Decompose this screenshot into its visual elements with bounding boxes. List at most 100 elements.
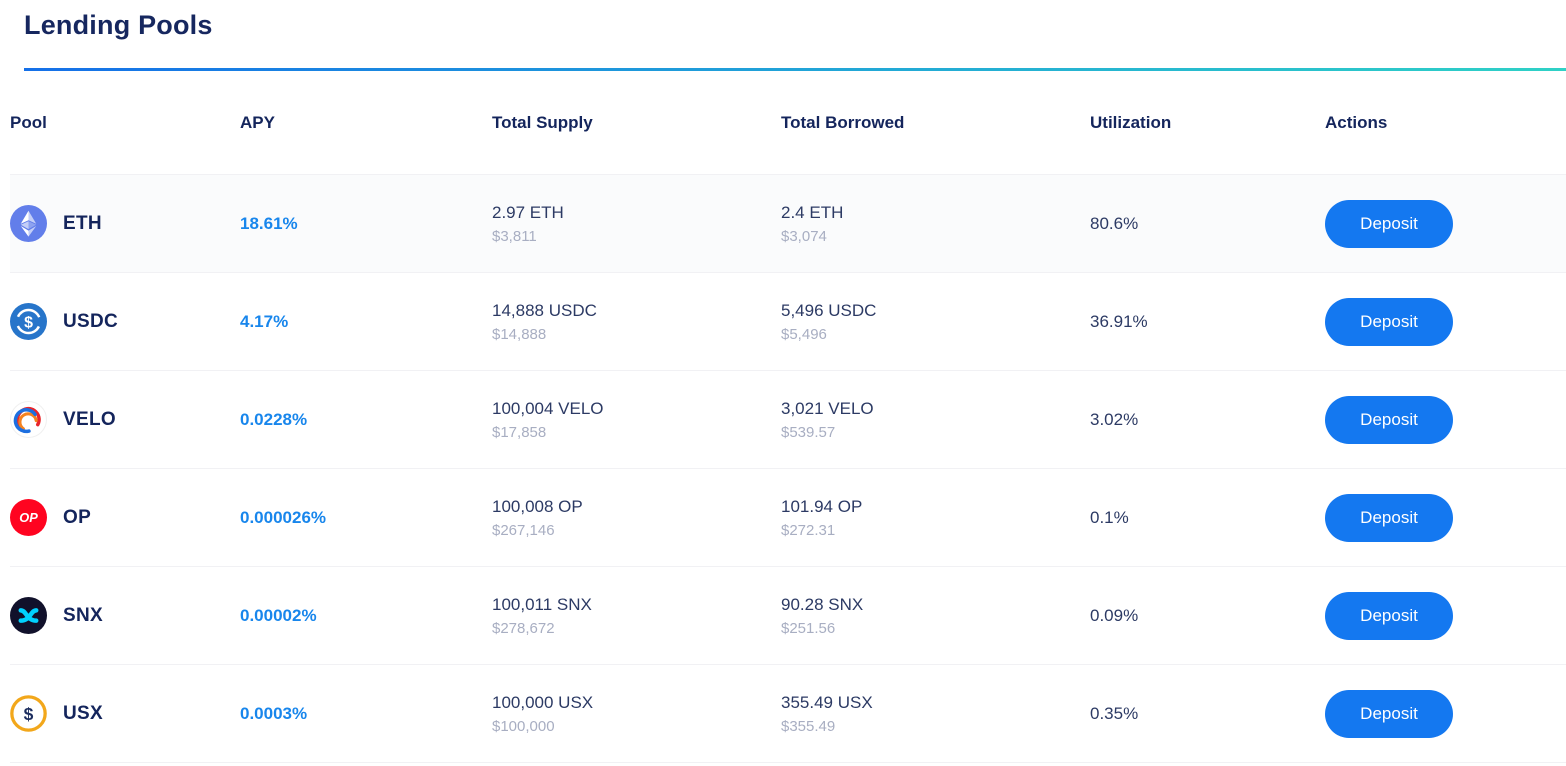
apy-value: 18.61% [240, 213, 298, 233]
borrowed-usd-value: $3,074 [781, 227, 827, 245]
total-supply-cell: 100,000 USX $100,000 [492, 693, 781, 735]
borrowed-usd-value: $539.57 [781, 423, 836, 441]
supply-usd-value: $267,146 [492, 521, 555, 539]
apy-value: 0.0003% [240, 703, 308, 723]
pool-cell: $ USX [10, 695, 240, 732]
utilization-value: 0.09% [1090, 605, 1139, 625]
page-title: Lending Pools [24, 10, 213, 40]
total-borrowed-cell: 2.4 ETH $3,074 [781, 203, 1090, 245]
total-supply-cell: 2.97 ETH $3,811 [492, 203, 781, 245]
total-supply-cell: 100,004 VELO $17,858 [492, 399, 781, 441]
total-supply-cell: 100,008 OP $267,146 [492, 497, 781, 539]
supply-amount: 100,000 USX [492, 692, 594, 712]
table-body: ETH 18.61% 2.97 ETH $3,811 2.4 ETH $3,07… [10, 175, 1566, 763]
asset-ticker: SNX [63, 604, 103, 626]
actions-cell: Deposit [1325, 591, 1566, 640]
supply-amount: 14,888 USDC [492, 300, 597, 320]
utilization-value: 0.1% [1090, 507, 1129, 527]
supply-amount: 100,011 SNX [492, 594, 592, 614]
header-gradient-divider [24, 68, 1566, 71]
borrowed-usd-value: $272.31 [781, 521, 836, 539]
utilization-value: 36.91% [1090, 311, 1148, 331]
pool-cell: SNX [10, 597, 240, 634]
op-icon: OP [10, 499, 47, 536]
borrowed-amount: 90.28 SNX [781, 594, 864, 614]
supply-usd-value: $100,000 [492, 717, 555, 735]
borrowed-usd-value: $355.49 [781, 717, 836, 735]
eth-icon [10, 205, 47, 242]
total-supply-cell: 14,888 USDC $14,888 [492, 301, 781, 343]
table-row: $ USDC 4.17% 14,888 USDC $14,888 5,496 U… [10, 273, 1566, 371]
supply-amount: 2.97 ETH [492, 202, 564, 222]
supply-amount: 100,008 OP [492, 496, 583, 516]
deposit-button[interactable]: Deposit [1325, 591, 1453, 640]
pool-cell: ETH [10, 205, 240, 242]
lending-pools-table: Pool APY Total Supply Total Borrowed Uti… [0, 71, 1566, 763]
column-header-total-borrowed: Total Borrowed [781, 112, 905, 132]
supply-usd-value: $278,672 [492, 619, 555, 637]
page-header: Lending Pools [0, 0, 1566, 41]
borrowed-amount: 3,021 VELO [781, 398, 874, 418]
total-borrowed-cell: 355.49 USX $355.49 [781, 693, 1090, 735]
usx-icon: $ [10, 695, 47, 732]
total-supply-cell: 100,011 SNX $278,672 [492, 595, 781, 637]
column-header-actions: Actions [1325, 112, 1388, 132]
borrowed-amount: 355.49 USX [781, 692, 873, 712]
column-header-apy: APY [240, 112, 275, 132]
svg-text:$: $ [24, 704, 34, 724]
table-row: SNX 0.00002% 100,011 SNX $278,672 90.28 … [10, 567, 1566, 665]
apy-value: 4.17% [240, 311, 289, 331]
supply-usd-value: $14,888 [492, 325, 547, 343]
asset-ticker: USX [63, 702, 103, 724]
pool-cell: OP OP [10, 499, 240, 536]
actions-cell: Deposit [1325, 297, 1566, 346]
borrowed-usd-value: $5,496 [781, 325, 827, 343]
table-header-row: Pool APY Total Supply Total Borrowed Uti… [10, 71, 1566, 175]
supply-amount: 100,004 VELO [492, 398, 604, 418]
column-header-utilization: Utilization [1090, 112, 1172, 132]
borrowed-amount: 5,496 USDC [781, 300, 877, 320]
utilization-value: 0.35% [1090, 703, 1139, 723]
actions-cell: Deposit [1325, 493, 1566, 542]
borrowed-amount: 101.94 OP [781, 496, 863, 516]
utilization-value: 80.6% [1090, 213, 1139, 233]
deposit-button[interactable]: Deposit [1325, 493, 1453, 542]
apy-value: 0.000026% [240, 507, 327, 527]
apy-value: 0.0228% [240, 409, 308, 429]
asset-ticker: USDC [63, 310, 119, 332]
supply-usd-value: $17,858 [492, 423, 547, 441]
utilization-value: 3.02% [1090, 409, 1139, 429]
total-borrowed-cell: 5,496 USDC $5,496 [781, 301, 1090, 343]
table-row: ETH 18.61% 2.97 ETH $3,811 2.4 ETH $3,07… [10, 175, 1566, 273]
actions-cell: Deposit [1325, 395, 1566, 444]
asset-ticker: VELO [63, 408, 116, 430]
column-header-pool: Pool [10, 112, 47, 132]
borrowed-amount: 2.4 ETH [781, 202, 844, 222]
table-row: $ USX 0.0003% 100,000 USX $100,000 355.4… [10, 665, 1566, 763]
deposit-button[interactable]: Deposit [1325, 199, 1453, 248]
actions-cell: Deposit [1325, 199, 1566, 248]
svg-text:OP: OP [19, 510, 38, 525]
total-borrowed-cell: 101.94 OP $272.31 [781, 497, 1090, 539]
total-borrowed-cell: 3,021 VELO $539.57 [781, 399, 1090, 441]
deposit-button[interactable]: Deposit [1325, 689, 1453, 738]
total-borrowed-cell: 90.28 SNX $251.56 [781, 595, 1090, 637]
deposit-button[interactable]: Deposit [1325, 395, 1453, 444]
velo-icon [10, 401, 47, 438]
asset-ticker: ETH [63, 212, 102, 234]
supply-usd-value: $3,811 [492, 227, 537, 245]
deposit-button[interactable]: Deposit [1325, 297, 1453, 346]
borrowed-usd-value: $251.56 [781, 619, 836, 637]
pool-cell: $ USDC [10, 303, 240, 340]
table-row: VELO 0.0228% 100,004 VELO $17,858 3,021 … [10, 371, 1566, 469]
asset-ticker: OP [63, 506, 92, 528]
actions-cell: Deposit [1325, 689, 1566, 738]
pool-cell: VELO [10, 401, 240, 438]
table-row: OP OP 0.000026% 100,008 OP $267,146 101.… [10, 469, 1566, 567]
apy-value: 0.00002% [240, 605, 317, 625]
usdc-icon: $ [10, 303, 47, 340]
snx-icon [10, 597, 47, 634]
column-header-total-supply: Total Supply [492, 112, 593, 132]
svg-text:$: $ [24, 314, 33, 331]
